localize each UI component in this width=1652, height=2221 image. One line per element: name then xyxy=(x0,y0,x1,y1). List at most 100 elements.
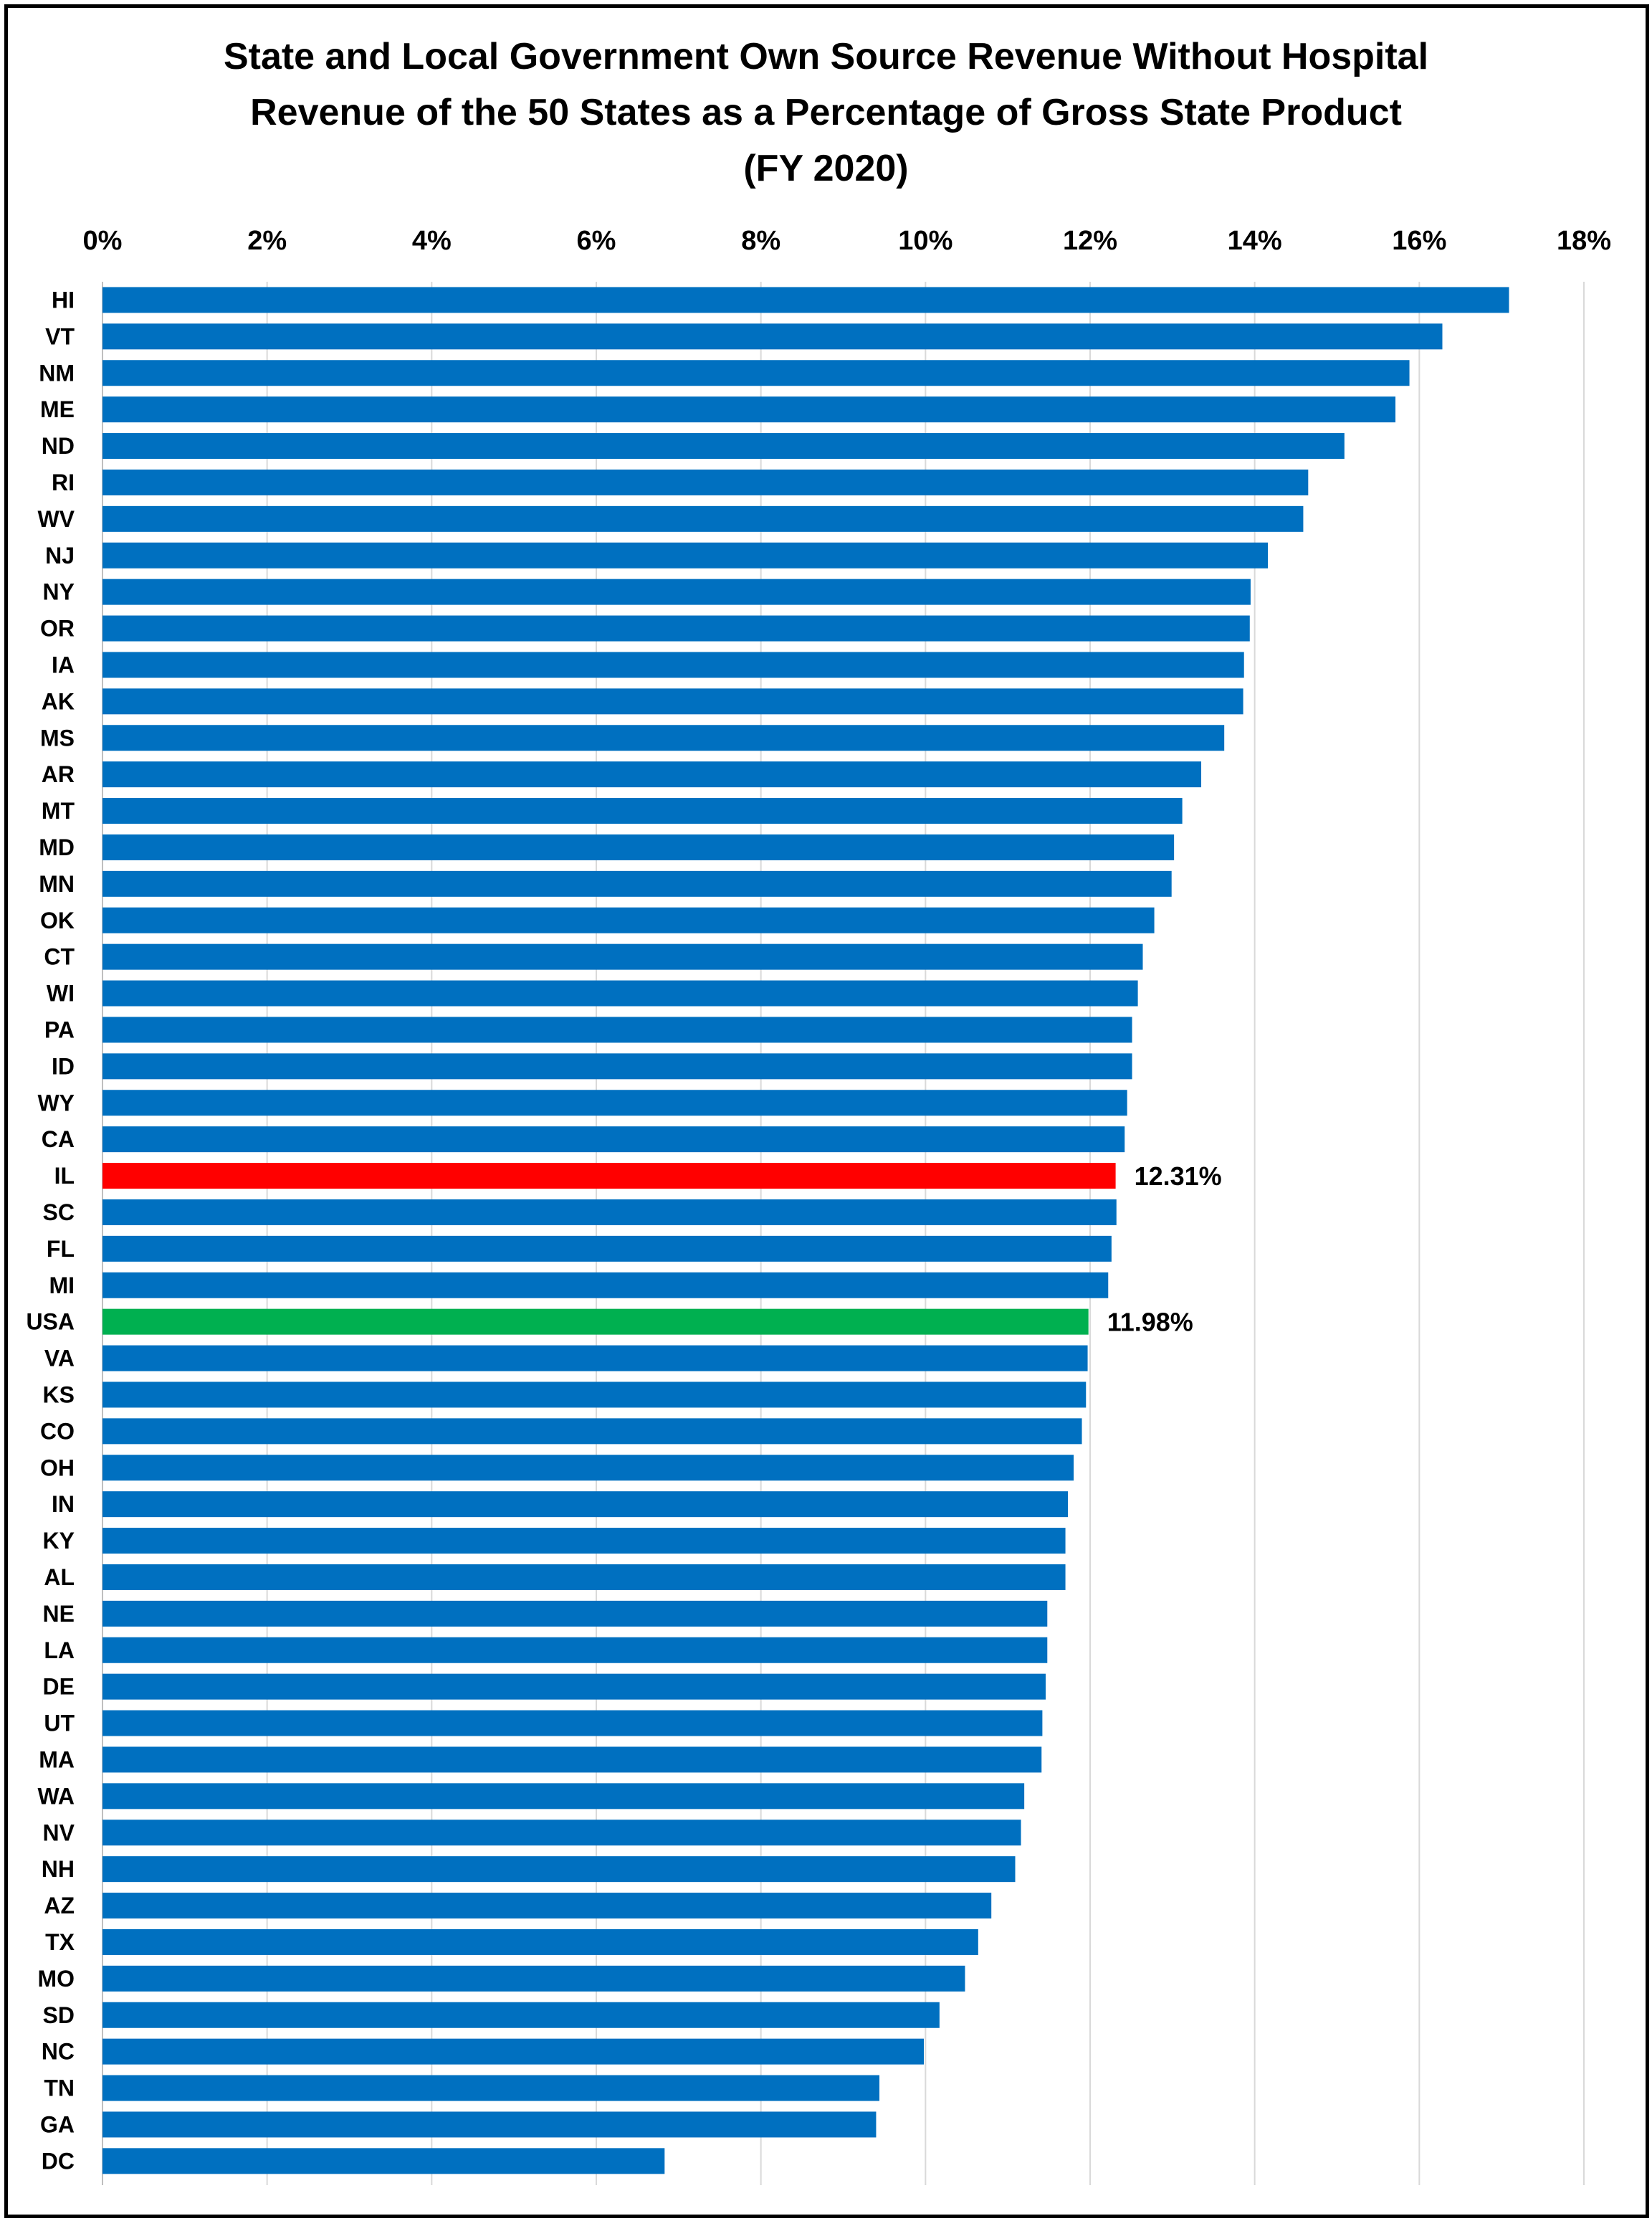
bar-nc xyxy=(102,2038,925,2065)
bar-mi xyxy=(102,1272,1109,1298)
category-label: TN xyxy=(44,2075,75,2101)
x-tick-label: 2% xyxy=(247,226,287,256)
bar-ne xyxy=(102,1600,1048,1627)
bar-de xyxy=(102,1673,1046,1700)
bar-fl xyxy=(102,1235,1112,1262)
category-label: ID xyxy=(52,1053,75,1079)
bar-co xyxy=(102,1418,1082,1445)
bar-va xyxy=(102,1345,1088,1371)
x-tick-label: 4% xyxy=(412,226,452,256)
bar-in xyxy=(102,1491,1068,1518)
x-tick-label: 18% xyxy=(1557,226,1611,256)
bar-ak xyxy=(102,688,1243,715)
bar-tx xyxy=(102,1928,978,1955)
category-label: KY xyxy=(43,1528,75,1554)
category-label: NV xyxy=(43,1820,75,1845)
category-label: CA xyxy=(42,1126,75,1152)
bar-ny xyxy=(102,579,1251,605)
bar-ri xyxy=(102,469,1309,495)
x-tick-label: 14% xyxy=(1228,226,1282,256)
bar-usa xyxy=(102,1308,1089,1335)
category-label: AR xyxy=(42,761,75,787)
bar-ms xyxy=(102,725,1225,751)
category-label: MO xyxy=(37,1966,75,1992)
category-label: OH xyxy=(40,1455,75,1480)
category-label: VT xyxy=(45,323,75,349)
bar-dc xyxy=(102,2148,665,2174)
bar-ca xyxy=(102,1126,1125,1153)
data-label-il: 12.31% xyxy=(1135,1161,1222,1191)
category-label: NE xyxy=(43,1601,75,1627)
category-label: IA xyxy=(52,652,75,677)
bar-la xyxy=(102,1637,1048,1663)
bar-nm xyxy=(102,360,1410,386)
category-label: WI xyxy=(47,981,75,1007)
category-label: NC xyxy=(42,2039,75,2065)
bar-or xyxy=(102,615,1250,642)
category-label: SC xyxy=(43,1199,75,1225)
category-label: SD xyxy=(43,2002,75,2028)
bar-sd xyxy=(102,2002,940,2028)
category-label: USA xyxy=(26,1309,75,1335)
category-label: OR xyxy=(40,616,75,642)
category-label: UT xyxy=(44,1711,75,1736)
category-label: MA xyxy=(39,1746,75,1772)
bar-mt xyxy=(102,798,1183,824)
bar-wa xyxy=(102,1783,1025,1809)
category-label: NJ xyxy=(45,543,75,569)
category-label: VA xyxy=(44,1346,75,1371)
bar-az xyxy=(102,1893,992,1919)
x-axis-tick-labels: 0% 2% 4% 6% 8% 10% 12% 14% 16% 18% xyxy=(83,226,1611,256)
category-label: AL xyxy=(44,1564,75,1590)
category-label: CT xyxy=(44,944,75,970)
category-label: AZ xyxy=(44,1893,75,1918)
category-label: TX xyxy=(45,1929,75,1955)
chart-title-line-3: (FY 2020) xyxy=(743,148,909,189)
category-label: WA xyxy=(37,1783,75,1809)
category-label: DC xyxy=(42,2148,75,2174)
category-label: MN xyxy=(39,871,75,897)
category-label: ME xyxy=(40,396,75,422)
category-label: RI xyxy=(52,470,75,495)
x-tick-label: 8% xyxy=(741,226,780,256)
category-label: AK xyxy=(42,688,75,714)
bar-nh xyxy=(102,1856,1016,1883)
chart-title: State and Local Government Own Source Re… xyxy=(0,29,1652,196)
bar-me xyxy=(102,396,1396,423)
bars xyxy=(102,287,1509,2174)
bar-ma xyxy=(102,1746,1042,1773)
x-tick-label: 10% xyxy=(898,226,952,256)
bar-nj xyxy=(102,542,1269,569)
category-label: CO xyxy=(40,1418,75,1444)
category-label: MD xyxy=(39,834,75,860)
bar-hi xyxy=(102,287,1509,313)
bar-al xyxy=(102,1564,1066,1590)
bar-pa xyxy=(102,1017,1132,1043)
bar-mo xyxy=(102,1965,965,1992)
bar-wi xyxy=(102,980,1138,1007)
category-label: NY xyxy=(43,579,75,605)
category-label: NH xyxy=(42,1856,75,1882)
bar-sc xyxy=(102,1199,1117,1225)
category-label: WV xyxy=(37,506,75,532)
x-tick-label: 12% xyxy=(1063,226,1117,256)
category-label: IL xyxy=(54,1163,75,1189)
bar-ga xyxy=(102,2111,877,2138)
bar-mn xyxy=(102,870,1172,897)
bar-wy xyxy=(102,1090,1127,1116)
chart-title-line-1: State and Local Government Own Source Re… xyxy=(223,36,1429,77)
category-label: OK xyxy=(40,908,75,933)
category-label: MI xyxy=(49,1273,75,1298)
category-label: HI xyxy=(52,287,75,313)
category-label: IN xyxy=(52,1491,75,1517)
category-label: KS xyxy=(43,1381,75,1407)
x-tick-label: 0% xyxy=(83,226,123,256)
data-label-usa: 11.98% xyxy=(1107,1308,1193,1337)
category-label: MS xyxy=(40,725,75,751)
bar-tn xyxy=(102,2075,880,2101)
category-label: MT xyxy=(42,798,75,824)
bar-md xyxy=(102,834,1175,860)
bar-ok xyxy=(102,907,1155,933)
category-label: FL xyxy=(47,1236,75,1262)
